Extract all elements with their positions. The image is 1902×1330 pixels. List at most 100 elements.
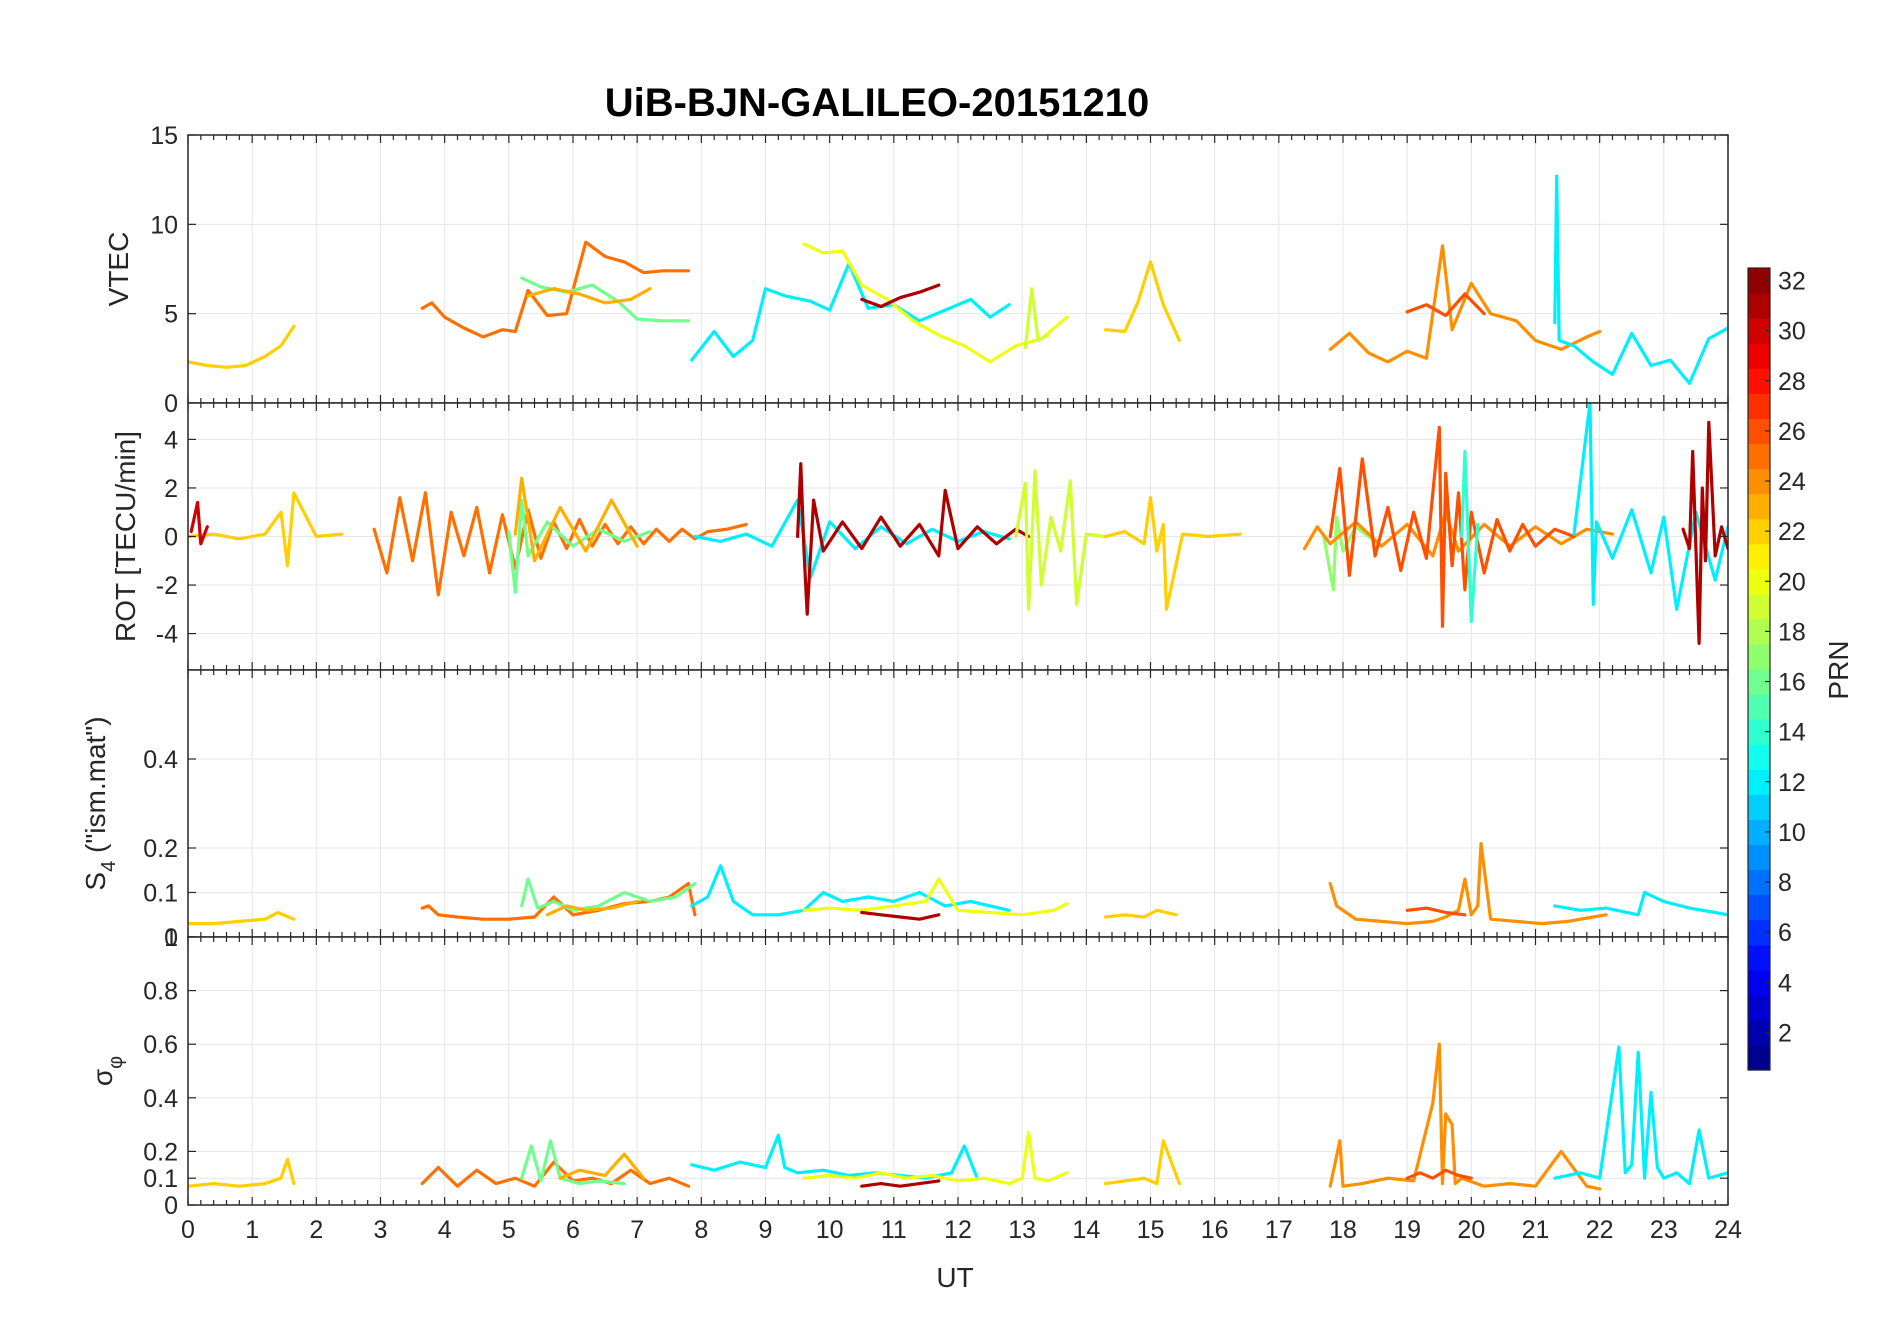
grid-rot — [187, 403, 1729, 670]
x-tick-label: 12 — [944, 1216, 972, 1244]
colorbar-tick-label: 16 — [1778, 669, 1806, 697]
x-tick-label: 16 — [1201, 1216, 1229, 1244]
x-tick-label: 7 — [630, 1216, 644, 1244]
x-tick-label: 11 — [881, 1216, 907, 1244]
series-line-prn-26 — [1405, 1168, 1473, 1180]
panel-rot: -4 -2 0 2 4 ROT [TECU/min] — [110, 402, 1729, 671]
y-tick-label: 0 — [164, 1192, 178, 1220]
series-line-prn-23 — [513, 476, 639, 563]
series-line-prn-12 — [690, 262, 1011, 362]
colorbar-segment — [1748, 268, 1770, 294]
colorbar-segment — [1748, 669, 1770, 695]
series-line-prn-12 — [693, 498, 1011, 580]
colorbar-segment — [1748, 443, 1770, 470]
y-tick-label: -4 — [156, 621, 178, 649]
x-tick-label: 13 — [1008, 1216, 1036, 1244]
series-line-prn-16 — [520, 877, 697, 912]
series-group-sigma_phi — [188, 1042, 1728, 1191]
series-line-prn-22 — [188, 1157, 296, 1188]
x-tick-label: 1 — [245, 1216, 259, 1244]
colorbar-segment — [1748, 1019, 1770, 1046]
colorbar-tick-label: 18 — [1778, 618, 1806, 646]
series-line-prn-16 — [507, 498, 652, 594]
colorbar-tick-label: 32 — [1778, 268, 1806, 296]
y-tick-label: 0.2 — [143, 1138, 178, 1166]
colorbar-segment — [1748, 969, 1770, 996]
series-line-prn-12 — [1572, 403, 1728, 611]
series-line-prn-22 — [188, 324, 296, 369]
colorbar-tick-label: 12 — [1778, 769, 1806, 797]
colorbar-tick-label: 20 — [1778, 568, 1806, 596]
series-line-prn-16 — [520, 1139, 626, 1186]
series-group-rot — [188, 403, 1728, 645]
x-axis-label: UT — [936, 1262, 973, 1293]
series-line-prn-16 — [520, 276, 691, 323]
series-line-prn-22 — [1103, 908, 1178, 919]
colorbar-segment — [1748, 568, 1770, 595]
y-tick-label: 2 — [164, 475, 178, 503]
colorbar-tick-label: 26 — [1778, 418, 1806, 446]
colorbar-tick-label: 8 — [1778, 869, 1792, 897]
series-line-prn-26 — [1328, 425, 1576, 628]
y-tick-label: 0 — [164, 390, 178, 418]
colorbar-segment — [1748, 343, 1770, 369]
colorbar-tick-label: 28 — [1778, 368, 1806, 396]
x-ticks-rot — [187, 403, 1729, 670]
x-tick-label: 10 — [816, 1216, 844, 1244]
series-line-prn-23 — [526, 287, 652, 305]
series-line-prn-12 — [1553, 890, 1728, 917]
series-line-prn-22 — [1103, 1139, 1182, 1186]
colorbar-segment — [1748, 368, 1770, 394]
series-line-prn-24 — [1328, 1042, 1602, 1191]
colorbar-segment — [1748, 694, 1770, 720]
y-tick-label: 0 — [164, 924, 178, 952]
x-tick-label: 21 — [1522, 1216, 1550, 1244]
series-line-prn-12 — [1553, 1045, 1728, 1186]
x-tick-label: 24 — [1714, 1216, 1742, 1244]
y-tick-label: 4 — [164, 426, 178, 454]
series-line-prn-31 — [860, 283, 941, 309]
x-tick-label: 0 — [181, 1216, 195, 1244]
colorbar-segment — [1748, 719, 1770, 745]
x-tick-label: 14 — [1072, 1216, 1100, 1244]
colorbar-segment — [1748, 819, 1770, 846]
colorbar-segment — [1748, 518, 1770, 545]
series-line-prn-19 — [1023, 287, 1050, 350]
x-tick-label: 22 — [1586, 1216, 1614, 1244]
colorbar-segment — [1748, 468, 1770, 495]
series-group-s4 — [188, 841, 1728, 926]
x-tick-label: 15 — [1137, 1216, 1165, 1244]
series-group-vtec — [188, 174, 1728, 385]
colorbar-segment — [1748, 744, 1770, 770]
x-tick-labels: 0 1 2 3 4 5 6 7 8 9 10 11 12 13 14 15 16 17 18 19 20 21 22 23 24 — [181, 1216, 1742, 1244]
colorbar-segment — [1748, 393, 1770, 419]
y-axis-label-vtec: VTEC — [103, 232, 134, 307]
chart-title: UiB-BJN-GALILEO-20151210 — [605, 81, 1150, 125]
colorbar-segment — [1748, 844, 1770, 871]
colorbar-segment — [1748, 618, 1770, 645]
y-tick-label: 0.6 — [143, 1031, 178, 1059]
colorbar-segment — [1748, 593, 1770, 620]
series-line-prn-31 — [860, 910, 941, 921]
y-axis-label-main: S — [80, 872, 111, 891]
y-axis-label-main: VTEC — [103, 232, 134, 307]
x-ticks-sigma_phi — [187, 937, 1729, 1205]
series-line-prn-31 — [795, 462, 1031, 616]
colorbar-segment — [1748, 543, 1770, 570]
y-tick-label: 5 — [164, 301, 178, 329]
series-line-prn-22 — [1103, 260, 1182, 343]
series-line-prn-20 — [802, 877, 1069, 917]
colorbar-segment — [1748, 318, 1770, 344]
x-tick-label: 6 — [566, 1216, 580, 1244]
series-line-prn-12 — [1553, 174, 1728, 385]
colorbar-segment — [1748, 1044, 1770, 1071]
series-line-prn-24 — [1328, 841, 1608, 926]
series-line-prn-26 — [1405, 906, 1467, 917]
colorbar-segment — [1748, 944, 1770, 971]
x-tick-label: 17 — [1265, 1216, 1293, 1244]
colorbar-segment — [1748, 794, 1770, 820]
y-tick-label: 0.4 — [143, 1085, 178, 1113]
y-axis-label-sigma_phi: σφ — [87, 1056, 127, 1086]
